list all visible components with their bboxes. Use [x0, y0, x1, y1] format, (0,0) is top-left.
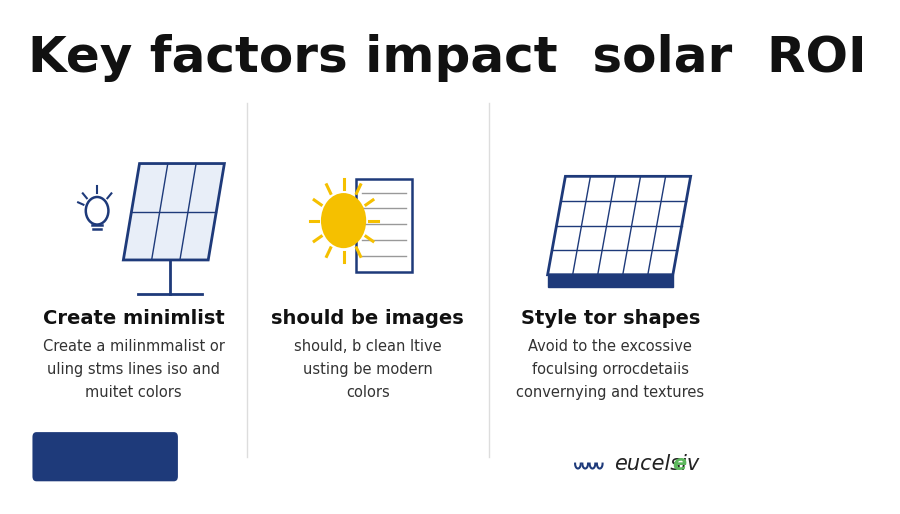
FancyBboxPatch shape: [32, 432, 178, 481]
Text: Guideline:: Guideline:: [58, 448, 153, 466]
Text: Create minimlist: Create minimlist: [42, 309, 224, 328]
Text: Avoid to the excossive
foculsing orrocdetaiis
convernying and textures: Avoid to the excossive foculsing orrocde…: [517, 339, 705, 400]
Polygon shape: [547, 274, 673, 286]
FancyBboxPatch shape: [356, 179, 412, 272]
Text: eucelsiv: eucelsiv: [615, 453, 699, 473]
Text: Create a milinmmalist or
uling stms lines iso and
muitet colors: Create a milinmmalist or uling stms line…: [42, 339, 224, 400]
Text: Style tor shapes: Style tor shapes: [520, 309, 700, 328]
Text: Key factors impact  solar  ROI: Key factors impact solar ROI: [29, 34, 867, 82]
Polygon shape: [547, 176, 690, 274]
Polygon shape: [123, 163, 224, 260]
Text: e: e: [672, 453, 687, 473]
Text: should, b clean ltive
usting be modern
colors: should, b clean ltive usting be modern c…: [294, 339, 442, 400]
Circle shape: [321, 193, 366, 248]
Text: should be images: should be images: [272, 309, 464, 328]
